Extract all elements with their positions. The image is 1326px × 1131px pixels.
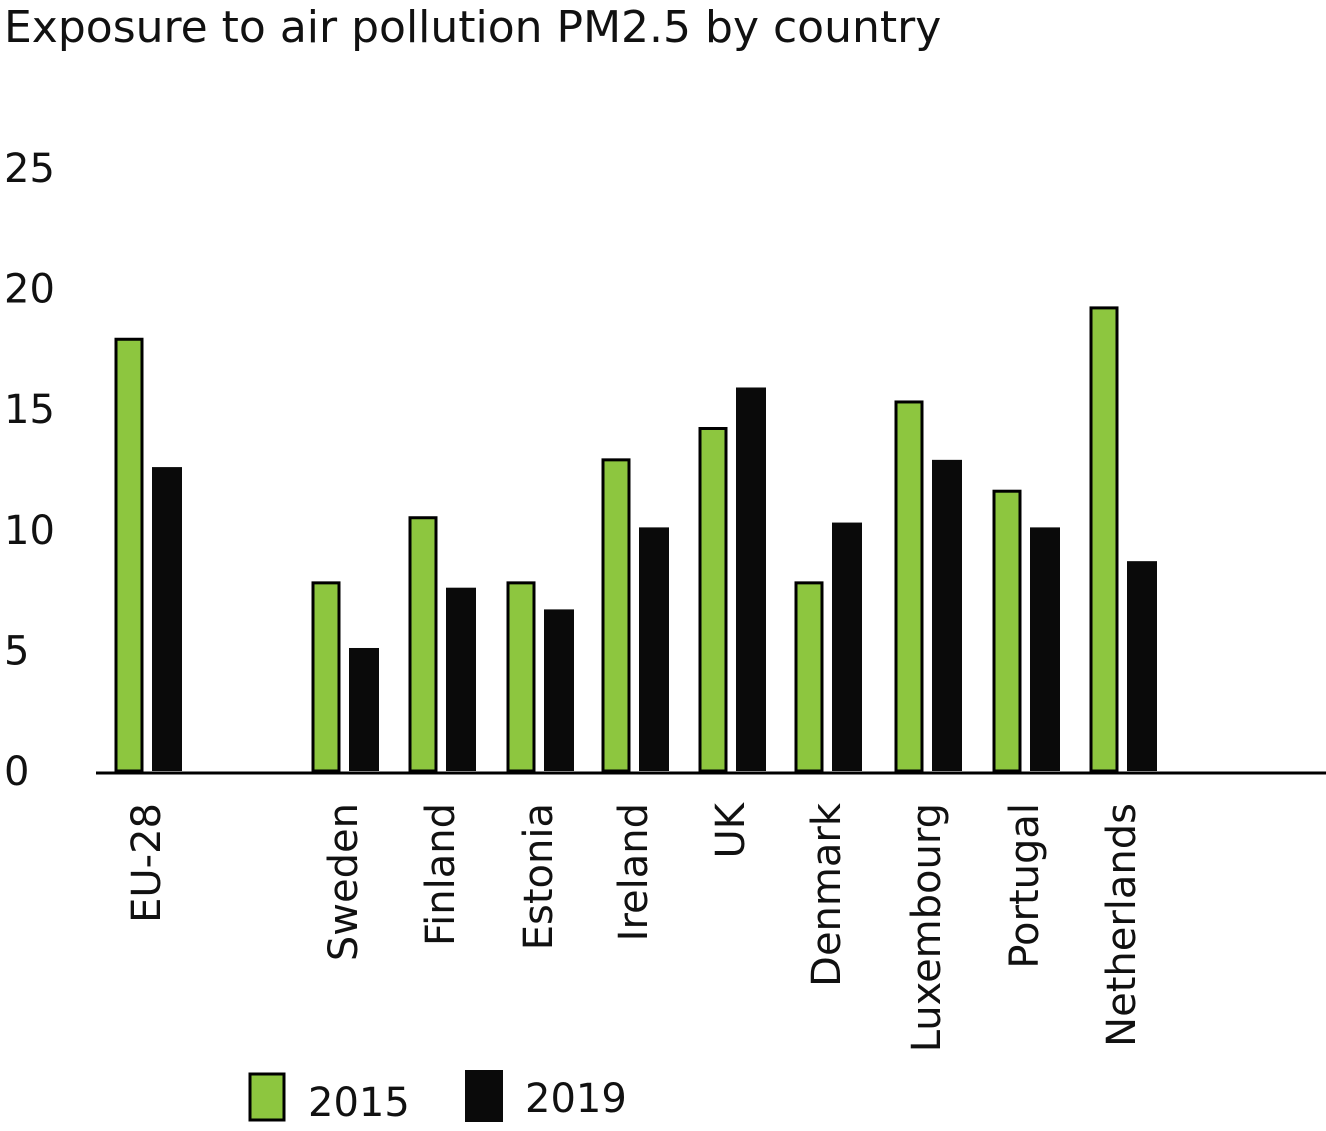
bar-2015 [992,489,1022,773]
category-label: Estonia [516,803,562,950]
bar-2019 [1030,527,1060,771]
bar-2015 [311,581,341,773]
chart-title: Exposure to air pollution PM2.5 by count… [4,2,941,53]
y-tick-label: 20 [4,267,55,313]
y-axis-ticks: 0 5 10 15 20 25 [4,146,55,795]
bar-2019 [1127,561,1157,771]
category-labels: EU-28 Sweden Finland Estonia Ireland UK Denmar… [124,801,1145,1052]
bar-2015 [408,516,438,773]
bar-2015 [601,458,631,773]
legend-label-2015: 2015 [308,1080,410,1126]
bar-2015 [894,400,924,773]
category-label: UK [708,801,754,858]
bar-2019 [544,609,574,771]
category-label: Netherlands [1099,803,1145,1047]
bar-2015 [1089,306,1119,773]
bar-2019 [639,527,669,771]
category-label: Portugal [1002,803,1048,969]
category-label: Sweden [321,803,367,961]
bar-2015 [794,581,824,773]
bar-2019 [152,467,182,771]
bars-group [114,306,1157,773]
y-tick-label: 0 [4,749,29,795]
y-tick-label: 15 [4,387,55,433]
bar-2019 [832,522,862,771]
category-label: Denmark [804,802,850,987]
y-tick-label: 25 [4,146,55,192]
category-label: Ireland [611,803,657,941]
category-label: EU-28 [124,803,170,923]
y-tick-label: 5 [4,628,29,674]
legend-swatch-2015 [248,1072,286,1122]
bar-2015 [506,581,536,773]
bar-2019 [736,387,766,771]
legend-label-2019: 2019 [525,1076,627,1122]
bar-2019 [446,587,476,771]
category-label: Luxembourg [904,803,950,1052]
bar-2019 [349,647,379,771]
bar-2019 [932,459,962,771]
y-tick-label: 10 [4,508,55,554]
legend: 2015 2019 [248,1070,627,1126]
legend-swatch-2019 [465,1070,503,1122]
category-label: Finland [418,803,464,946]
bar-2015 [114,337,144,773]
bar-2015 [698,426,728,773]
